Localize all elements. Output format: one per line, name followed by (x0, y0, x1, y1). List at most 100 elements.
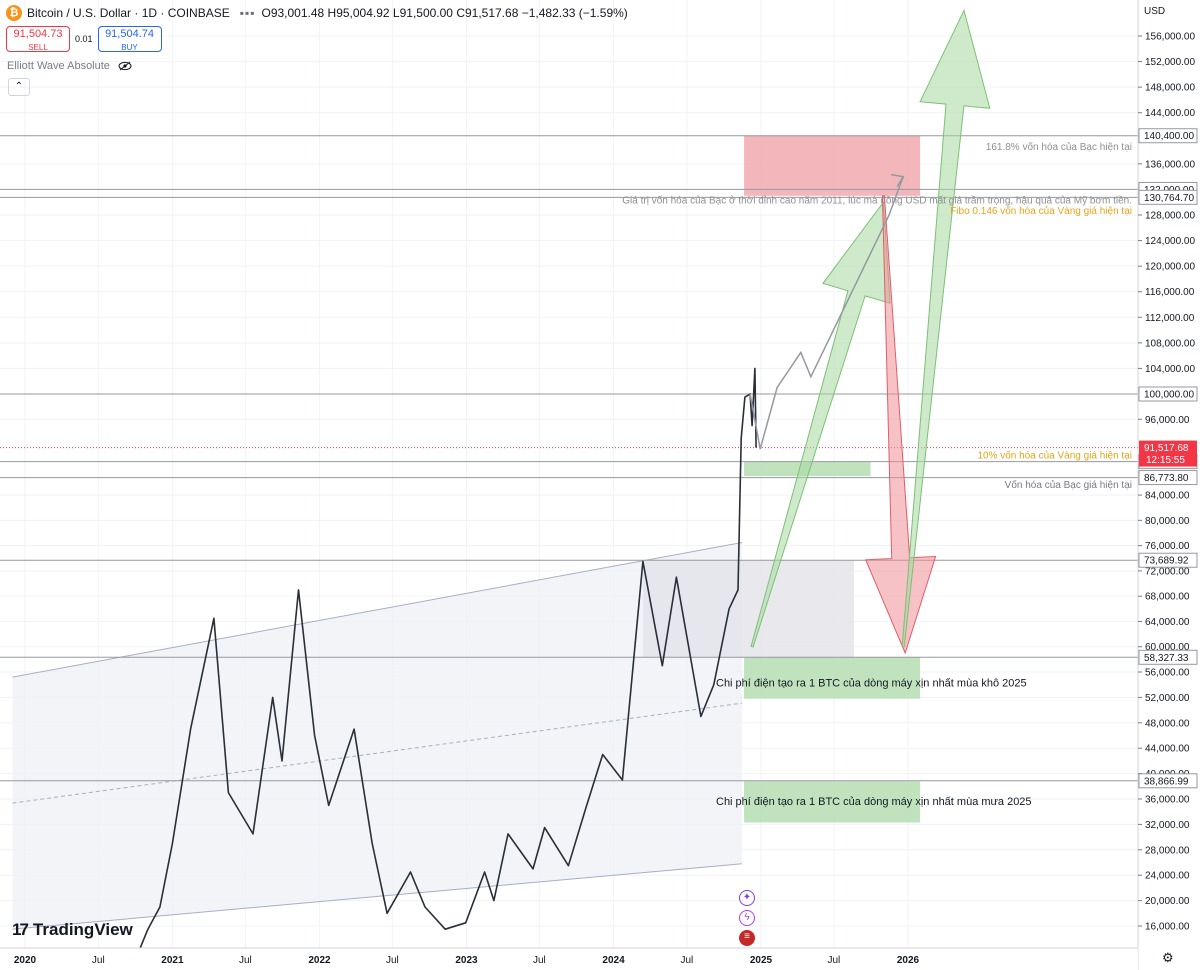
price-tick-label: 120,000.00 (1145, 262, 1195, 273)
time-tick-label: Jul (827, 955, 840, 966)
price-series (134, 173, 905, 961)
price-tick-label: 36,000.00 (1145, 795, 1190, 806)
flag-icon[interactable]: ≡ (739, 930, 755, 946)
last-price-box (1139, 440, 1197, 467)
annotation-label: Vốn hóa của Bạc giá hiện tại (1005, 479, 1132, 491)
time-tick-label: 2022 (308, 955, 331, 966)
symbol-header: ₿ Bitcoin / U.S. Dollar · 1D · COINBASE … (0, 0, 628, 26)
channel-fill (12, 542, 743, 930)
price-tick-label: 72,000.00 (1145, 566, 1190, 577)
projection-arrowhead (891, 173, 905, 188)
level-label-box (1138, 649, 1198, 665)
level-label: 100,000.00 (1144, 390, 1194, 401)
price-tick-label: 68,000.00 (1145, 592, 1190, 603)
level-label: 86,773.80 (1144, 473, 1189, 484)
tradingview-logo-text: TradingView (32, 920, 133, 939)
buy-price: 91,504.74 (105, 28, 154, 40)
time-tick-label: Jul (92, 955, 105, 966)
green-arrow (901, 8, 991, 648)
price-tick-label: 144,000.00 (1145, 108, 1195, 119)
price-tick-label: 152,000.00 (1145, 57, 1195, 68)
annotation-label: Chi phí điện tạo ra 1 BTC của dòng máy x… (716, 796, 1032, 808)
time-tick-label: Jul (533, 955, 546, 966)
level-label-box (1138, 386, 1198, 402)
indicator-legend[interactable]: Elliott Wave Absolute (7, 60, 132, 72)
green-arrow (750, 200, 891, 648)
price-line (134, 367, 757, 961)
zone-rect (744, 781, 921, 823)
zone-rect (744, 135, 921, 196)
more-icon[interactable]: ▪▪▪ (239, 6, 256, 20)
price-tick-label: 80,000.00 (1145, 516, 1190, 527)
price-tick-label: 148,000.00 (1145, 83, 1195, 94)
tradingview-logo: 17 TradingView (12, 920, 133, 940)
price-tick-label: 16,000.00 (1145, 922, 1190, 933)
price-tick-label: 20,000.00 (1145, 896, 1190, 907)
time-tick-label: 2023 (455, 955, 478, 966)
price-tick-label: 52,000.00 (1145, 693, 1190, 704)
zone-rect (744, 657, 921, 699)
price-tick-label: 128,000.00 (1145, 211, 1195, 222)
level-label: 140,400.00 (1144, 131, 1194, 142)
annotation-label: Giá trị vốn hóa của Bạc ở thời đỉnh cao … (622, 194, 1132, 206)
annotations: 161.8% vốn hóa của Bạc hiện tại Giá trị v… (622, 141, 1132, 808)
tradingview-icon: 17 (12, 920, 29, 939)
indicator-name: Elliott Wave Absolute (7, 60, 110, 72)
buy-button[interactable]: 91,504.74 BUY (97, 26, 162, 52)
red-arrow (864, 195, 937, 655)
level-label: 38,866.99 (1144, 776, 1189, 787)
time-axis-bg (0, 948, 1138, 970)
ohlc-values: O93,001.48 H95,004.92 L91,500.00 C91,517… (261, 6, 628, 20)
level-label-box (1138, 128, 1198, 144)
time-axis: 2020 Jul 2021 Jul 2022 Jul 2023 Jul 2024 Jul 2025 J… (0, 947, 1138, 970)
projection-path (749, 176, 904, 450)
collapse-legend-button[interactable]: ⌃ (8, 78, 30, 96)
price-tick-label: 64,000.00 (1145, 617, 1190, 628)
lightning-icon[interactable]: ϟ (739, 910, 755, 926)
zones (642, 135, 921, 823)
currency-label[interactable]: USD (1144, 6, 1166, 17)
countdown-label: 12:15:55 (1146, 455, 1185, 466)
price-tick-label: 56,000.00 (1145, 668, 1190, 679)
gear-icon[interactable]: ⚙ (1162, 950, 1174, 965)
channel (12, 541, 743, 930)
last-price-label: 91,517.68 (1144, 443, 1189, 454)
price-scale: 156,000.00 152,000.00 148,000.00 144,000.00… (1137, 0, 1200, 970)
time-tick-label: 2024 (602, 955, 625, 966)
sell-button[interactable]: 91,504.73 SELL (6, 26, 70, 52)
price-tick-label: 156,000.00 (1145, 32, 1195, 43)
event-icon[interactable]: ✦ (739, 890, 755, 906)
buy-label: BUY (121, 43, 138, 52)
level-label: 130,764.70 (1144, 193, 1194, 204)
price-tick-label: 24,000.00 (1145, 871, 1190, 882)
price-tick-label: 96,000.00 (1145, 415, 1190, 426)
channel-mid-line (12, 702, 743, 804)
spread: 0.01 (75, 34, 93, 44)
arrows (750, 8, 991, 655)
annotation-label: 10% vốn hóa của Vàng giá hiện tại (977, 449, 1132, 461)
price-tick-label: 60,000.00 (1145, 642, 1190, 653)
time-tick-label: Jul (680, 955, 693, 966)
price-tick-label: 136,000.00 (1145, 159, 1195, 170)
time-tick-label: 2025 (750, 955, 773, 966)
price-tick-label: 84,000.00 (1145, 491, 1190, 502)
price-tick-label: 116,000.00 (1145, 287, 1195, 298)
time-tick-label: Jul (386, 955, 399, 966)
time-tick-label: 2021 (161, 955, 184, 966)
price-tick-label: 124,000.00 (1145, 236, 1195, 247)
price-tick-label: 48,000.00 (1145, 718, 1190, 729)
eye-icon[interactable] (118, 61, 132, 71)
price-tick-label: 28,000.00 (1145, 845, 1190, 856)
price-tick-label: 32,000.00 (1145, 820, 1190, 831)
symbol-title[interactable]: Bitcoin / U.S. Dollar · 1D · COINBASE (27, 6, 230, 20)
bitcoin-icon: ₿ (6, 5, 22, 21)
price-tick-label: 112,000.00 (1145, 313, 1195, 324)
sell-price: 91,504.73 (13, 28, 63, 40)
price-tick-label: 104,000.00 (1145, 364, 1195, 375)
zone-rect (642, 560, 855, 658)
time-tick-label: Jul (239, 955, 252, 966)
price-tick-label: 76,000.00 (1145, 541, 1190, 552)
annotation-label: 161.8% vốn hóa của Bạc hiện tại (986, 141, 1132, 153)
level-label-box (1138, 470, 1198, 486)
